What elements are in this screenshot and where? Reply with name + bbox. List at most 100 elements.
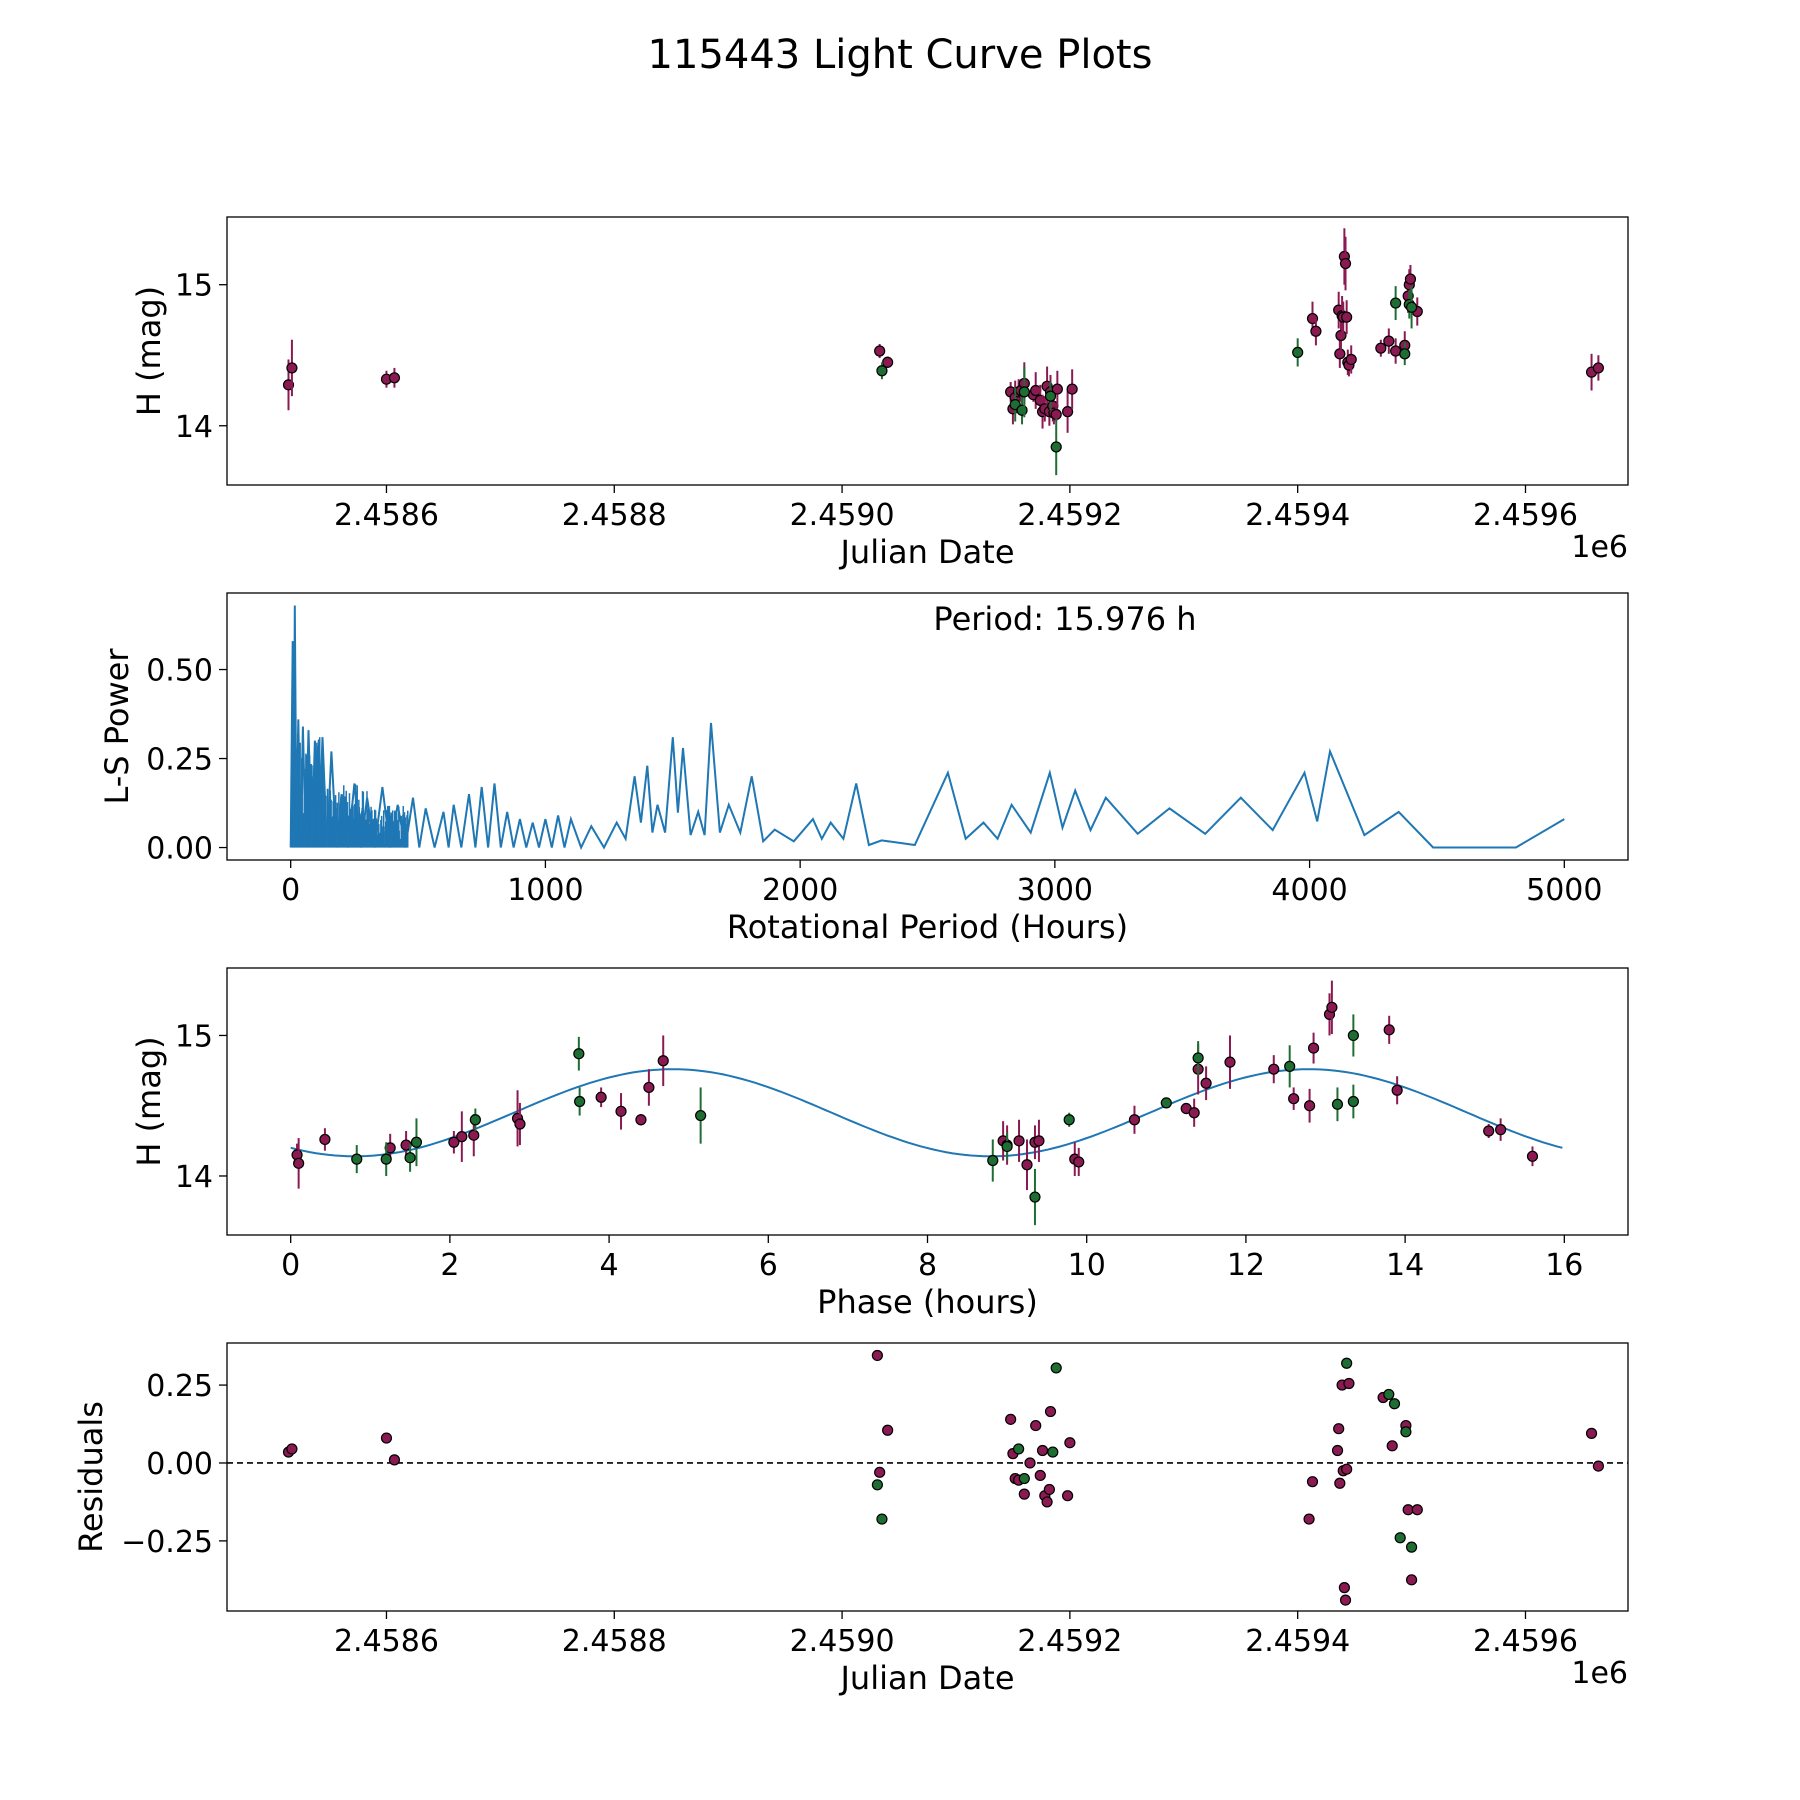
data-point-green <box>1050 1362 1062 1374</box>
data-point-magenta <box>1310 325 1322 337</box>
x-axis-label: Julian Date <box>838 533 1014 571</box>
data-point-magenta <box>1050 408 1062 421</box>
x-tick-label: 0 <box>281 1248 300 1283</box>
data-point-magenta <box>468 1129 480 1141</box>
data-point-green <box>1400 1426 1412 1438</box>
data-layer <box>290 980 1563 1226</box>
data-point-green <box>1160 1097 1172 1109</box>
data-point-magenta <box>1064 1437 1076 1449</box>
data-point-magenta <box>1326 1001 1338 1013</box>
data-point-magenta <box>1018 1488 1030 1500</box>
data-point-magenta <box>1495 1124 1507 1136</box>
x-tick-label: 4000 <box>1271 873 1347 908</box>
figure-title: 115443 Light Curve Plots <box>648 32 1153 78</box>
data-point-magenta <box>1341 311 1353 323</box>
data-point-green <box>1013 1443 1025 1455</box>
data-point-magenta <box>1592 1460 1604 1472</box>
data-point-green <box>695 1109 707 1122</box>
data-point-magenta <box>388 372 401 384</box>
data-point-green <box>574 1095 586 1108</box>
axes-frame <box>226 216 1629 486</box>
data-point-magenta <box>1592 362 1604 374</box>
x-tick-label: 2.4592 <box>1017 498 1122 533</box>
x-tick-label: 2.4590 <box>790 1624 895 1659</box>
periodogram-panel: Period: 15.976 h 0 1000 2000 3000 4000 5000 0.0… <box>98 592 1629 946</box>
data-point-green <box>1399 348 1411 360</box>
x-tick-label: 2.4586 <box>334 498 439 533</box>
x-axis-label: Rotational Period (Hours) <box>727 908 1128 946</box>
data-point-magenta <box>1402 1504 1414 1516</box>
data-point-magenta <box>384 1142 396 1154</box>
data-point-magenta <box>1051 383 1063 395</box>
data-point-magenta <box>1386 1440 1398 1452</box>
y-tick-label: 0.00 <box>146 1447 213 1482</box>
y-axis-label: H (mag) <box>130 1036 168 1166</box>
data-point-magenta <box>1334 1477 1346 1489</box>
y-tick-label: 0.25 <box>146 743 213 778</box>
data-layer <box>282 228 1604 476</box>
data-point-magenta <box>1483 1125 1495 1137</box>
data-point-magenta <box>319 1133 331 1146</box>
data-point-magenta <box>1307 1042 1320 1054</box>
data-point-magenta <box>1585 1427 1598 1439</box>
data-point-magenta <box>615 1105 627 1117</box>
data-point-green <box>1018 1472 1030 1485</box>
data-point-magenta <box>1411 1504 1423 1516</box>
data-point-green <box>1016 404 1028 416</box>
x-tick-label: 2.4590 <box>790 498 895 533</box>
data-point-magenta <box>293 1157 305 1169</box>
data-point-magenta <box>1404 273 1417 285</box>
y-tick-label: 0.50 <box>146 654 213 689</box>
data-point-magenta <box>1030 1419 1042 1432</box>
y-tick-label: 15 <box>175 269 213 304</box>
x-offset-label: 1e6 <box>1571 1656 1628 1691</box>
data-point-magenta <box>1335 329 1347 342</box>
data-point-magenta <box>635 1114 647 1126</box>
data-point-magenta <box>286 362 298 374</box>
data-point-magenta <box>380 1432 393 1444</box>
periodogram-line <box>289 605 1565 851</box>
data-point-magenta <box>1041 1496 1053 1508</box>
data-point-green <box>404 1152 416 1164</box>
y-tick-label: 15 <box>175 1019 213 1054</box>
data-point-magenta <box>1339 257 1352 270</box>
x-tick-label: 2.4588 <box>562 498 667 533</box>
x-tick-label: 16 <box>1545 1248 1583 1283</box>
x-tick-label: 4 <box>600 1248 619 1283</box>
data-point-magenta <box>1073 1156 1085 1168</box>
data-point-green <box>1341 1357 1353 1369</box>
y-tick-label: 14 <box>175 1160 213 1195</box>
data-point-magenta <box>1390 345 1402 357</box>
x-tick-label: 2.4596 <box>1473 1624 1578 1659</box>
x-tick-label: 2.4592 <box>1017 1624 1122 1659</box>
data-point-green <box>573 1048 585 1060</box>
data-point-magenta <box>1343 1377 1355 1390</box>
data-point-magenta <box>1128 1114 1141 1126</box>
data-layer <box>289 605 1565 851</box>
data-point-magenta <box>388 1454 401 1466</box>
data-point-magenta <box>1066 383 1078 395</box>
data-point-magenta <box>1288 1093 1300 1105</box>
data-point-magenta <box>1338 1582 1350 1594</box>
x-tick-label: 2.4586 <box>334 1624 439 1659</box>
axes-frame <box>226 1342 1629 1612</box>
x-offset-label: 1e6 <box>1571 530 1628 565</box>
x-tick-label: 2.4594 <box>1245 498 1350 533</box>
period-annotation: Period: 15.976 h <box>933 600 1196 638</box>
axes-frame <box>226 592 1629 861</box>
data-point-green <box>469 1114 481 1126</box>
sinusoid-fit-curve <box>290 1068 1563 1158</box>
y-tick-label: 14 <box>175 410 213 445</box>
data-point-magenta <box>1391 1084 1403 1096</box>
residuals-panel: 2.4586 2.4588 2.4590 2.4592 2.4594 2.4596 −0.2… <box>72 1342 1629 1697</box>
data-point-magenta <box>1303 1513 1315 1525</box>
x-tick-label: 6 <box>759 1248 778 1283</box>
x-tick-label: 2.4588 <box>562 1624 667 1659</box>
data-point-green <box>1383 1388 1395 1401</box>
data-point-green <box>1405 1541 1418 1553</box>
phase-folded-panel: 0 2 4 6 8 10 12 14 16 14 15 Phase (hours) H (mag) <box>130 967 1629 1321</box>
data-point-green <box>1284 1060 1296 1072</box>
data-point-green <box>1394 1532 1406 1544</box>
data-point-magenta <box>1005 1413 1017 1425</box>
data-point-magenta <box>1334 348 1346 360</box>
